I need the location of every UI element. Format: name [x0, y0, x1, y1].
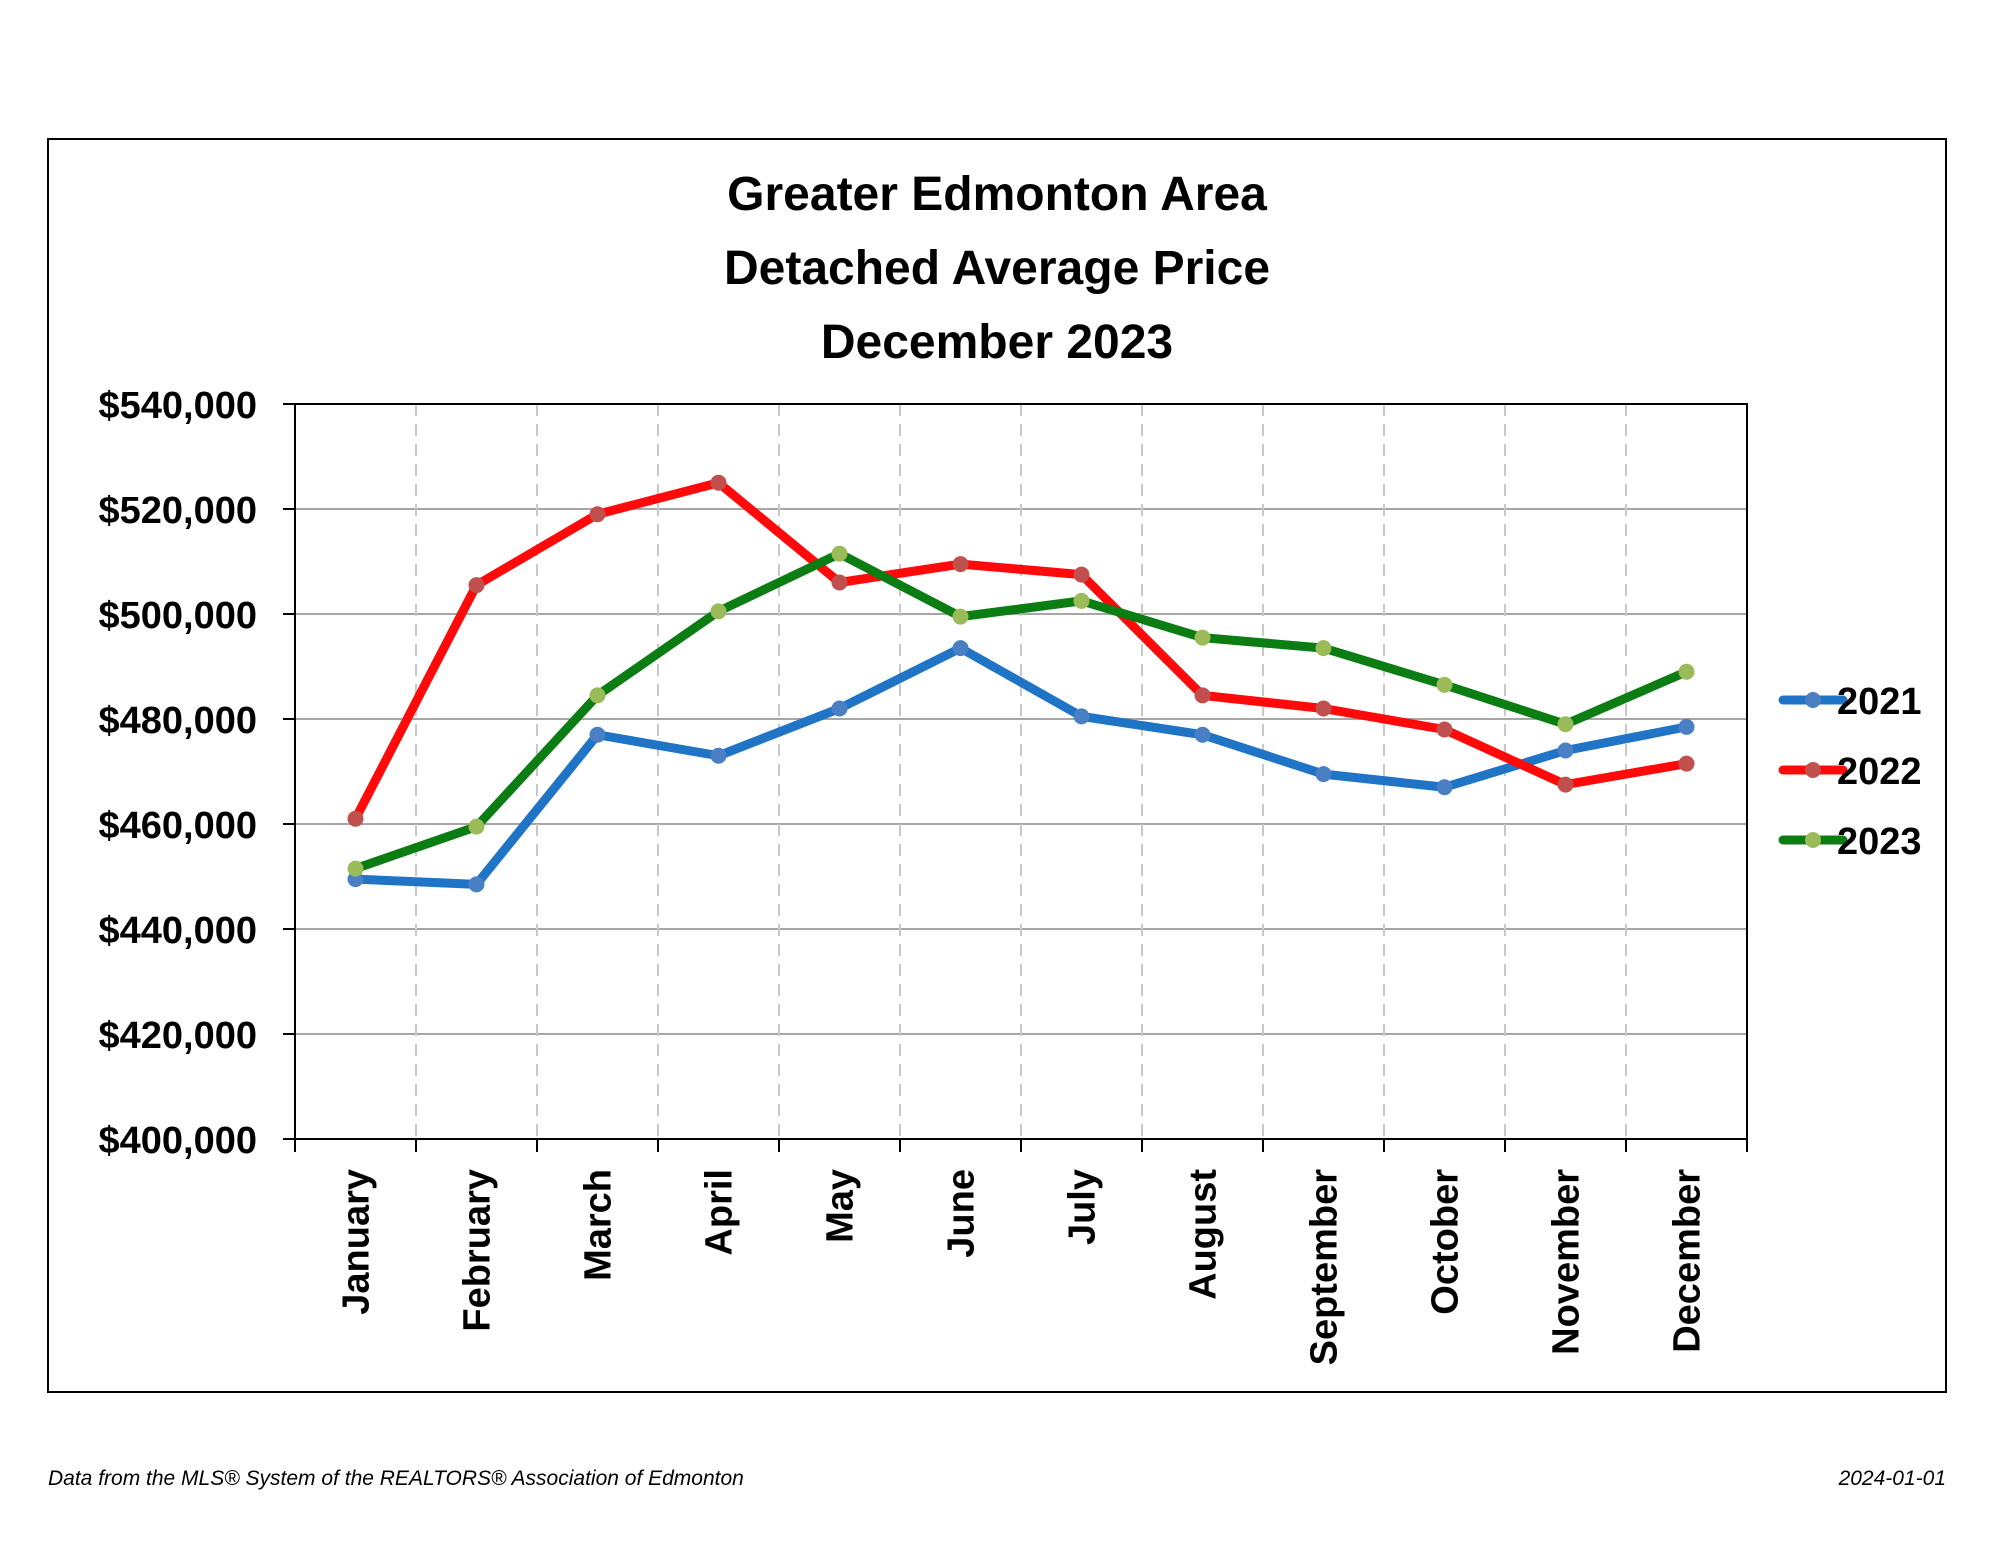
x-tick-label: November	[1546, 1169, 1588, 1355]
data-point-2021	[1073, 708, 1090, 725]
data-point-2022	[1436, 721, 1453, 738]
y-tick-label: $520,000	[99, 490, 258, 532]
y-tick-label: $480,000	[99, 700, 258, 742]
series-line-2021	[351, 643, 1691, 889]
data-point-2021	[831, 700, 848, 717]
data-point-2021	[710, 747, 727, 764]
y-tick-label: $400,000	[99, 1120, 258, 1162]
data-point-2021	[468, 876, 485, 893]
data-point-2021	[1557, 742, 1574, 759]
data-point-2021	[1315, 766, 1332, 783]
series-2021	[347, 640, 1695, 893]
x-tick-label: January	[336, 1169, 378, 1315]
legend-label-2023: 2023	[1837, 821, 1922, 863]
x-tick-label: December	[1667, 1169, 1709, 1353]
line-chart: Greater Edmonton Area Detached Average Pr…	[99, 168, 1922, 1366]
data-point-2023	[1073, 592, 1090, 609]
y-tick-label: $420,000	[99, 1015, 258, 1057]
data-point-2023	[1557, 716, 1574, 733]
data-point-2023	[952, 608, 969, 625]
data-point-2023	[831, 545, 848, 562]
data-point-2022	[1315, 700, 1332, 717]
plot-area-border	[294, 403, 1748, 1140]
chart-title-line: December 2023	[821, 316, 1173, 369]
data-point-2021	[952, 640, 969, 657]
data-point-2022	[952, 556, 969, 573]
data-point-2022	[1557, 776, 1574, 793]
x-tick-label: June	[941, 1169, 983, 1258]
x-tick-label: March	[578, 1169, 620, 1281]
legend-label-2021: 2021	[1837, 681, 1922, 723]
series-line-2023	[351, 549, 1691, 874]
x-tick-label: October	[1425, 1169, 1467, 1315]
legend-marker-2022	[1805, 762, 1821, 778]
data-point-2022	[710, 474, 727, 491]
data-point-2023	[1436, 676, 1453, 693]
data-point-2021	[1436, 779, 1453, 796]
footer-source-note: Data from the MLS® System of the REALTOR…	[48, 1467, 744, 1490]
x-tick-label: July	[1062, 1169, 1104, 1245]
data-point-2023	[347, 860, 364, 877]
x-tick-label: August	[1183, 1169, 1225, 1300]
data-point-2021	[589, 726, 606, 743]
data-point-2022	[1678, 755, 1695, 772]
chart-title-line: Greater Edmonton Area	[727, 168, 1267, 221]
x-tick-label: May	[820, 1169, 862, 1243]
legend-marker-2021	[1805, 692, 1821, 708]
x-tick-label: September	[1304, 1169, 1346, 1366]
chart-frame: Greater Edmonton Area Detached Average Pr…	[47, 138, 1947, 1393]
legend-marker-2023	[1805, 832, 1821, 848]
data-point-2022	[1073, 566, 1090, 583]
legend-label-2022: 2022	[1837, 751, 1922, 793]
y-tick-label: $460,000	[99, 805, 258, 847]
chart-title-line: Detached Average Price	[724, 242, 1270, 295]
x-tick-label: April	[699, 1169, 741, 1256]
y-tick-label: $500,000	[99, 595, 258, 637]
data-point-2022	[347, 810, 364, 827]
series-line-2022	[351, 478, 1691, 824]
y-tick-label: $540,000	[99, 385, 258, 427]
series-2023	[347, 545, 1695, 877]
data-point-2023	[710, 603, 727, 620]
data-point-2023	[589, 687, 606, 704]
data-point-2023	[1315, 640, 1332, 657]
data-point-2022	[1194, 687, 1211, 704]
data-point-2023	[1678, 663, 1695, 680]
data-point-2021	[1194, 726, 1211, 743]
data-point-2023	[1194, 629, 1211, 646]
y-tick-label: $440,000	[99, 910, 258, 952]
data-point-2022	[589, 506, 606, 523]
series-2022	[347, 474, 1695, 827]
data-point-2022	[468, 577, 485, 594]
footer-date: 2024-01-01	[1838, 1467, 1946, 1490]
data-point-2022	[831, 574, 848, 591]
data-point-2023	[468, 818, 485, 835]
data-point-2021	[1678, 718, 1695, 735]
x-tick-label: February	[457, 1169, 499, 1332]
